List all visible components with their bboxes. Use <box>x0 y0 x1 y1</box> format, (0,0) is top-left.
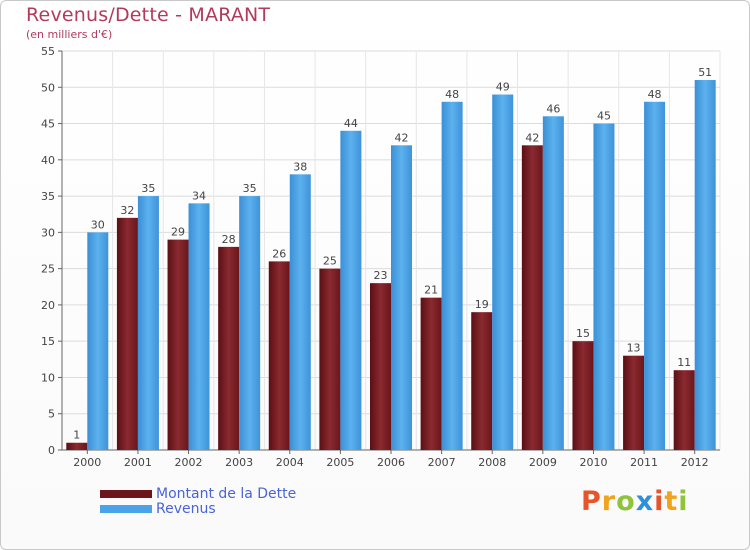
value-label-revenus: 42 <box>395 131 409 144</box>
logo-letter: P <box>581 486 602 517</box>
value-label-revenus: 38 <box>293 160 307 173</box>
x-tick-label: 2004 <box>276 456 304 469</box>
legend-swatch-revenus <box>100 504 152 513</box>
value-label-debt: 19 <box>475 298 489 311</box>
bar-debt <box>521 145 543 451</box>
y-tick-label: 10 <box>41 371 55 384</box>
legend-swatch-debt <box>100 489 152 498</box>
value-label-debt: 23 <box>374 269 388 282</box>
logo-letter: t <box>664 486 679 517</box>
bar-debt <box>572 341 594 450</box>
y-tick-label: 50 <box>41 81 55 94</box>
bar-revenus <box>340 130 362 451</box>
bar-debt <box>623 355 645 450</box>
value-label-revenus: 48 <box>445 88 459 101</box>
value-label-revenus: 48 <box>648 88 662 101</box>
bar-debt <box>319 268 341 450</box>
value-label-debt: 21 <box>424 284 438 297</box>
value-label-debt: 28 <box>222 233 236 246</box>
logo-letter: x <box>635 486 655 517</box>
value-label-debt: 26 <box>272 247 286 260</box>
value-labels: 1 30 32 35 29 34 28 35 26 38 25 44 23 42 21 48 19 49 42 46 1… <box>73 66 712 442</box>
y-tick-label: 35 <box>41 190 55 203</box>
bar-revenus <box>593 123 615 450</box>
value-label-revenus: 51 <box>698 66 712 79</box>
x-tick-label: 2001 <box>124 456 152 469</box>
bar-revenus <box>137 196 159 450</box>
bar-revenus <box>188 203 210 450</box>
logo-letter: i <box>654 486 665 517</box>
bar-revenus <box>694 80 716 450</box>
x-tick-label: 2003 <box>225 456 253 469</box>
value-label-debt: 32 <box>120 204 134 217</box>
bar-debt <box>471 312 493 450</box>
y-tick-label: 5 <box>48 408 55 421</box>
bar-debt <box>116 217 138 450</box>
value-label-revenus: 44 <box>344 117 358 130</box>
value-label-debt: 15 <box>576 327 590 340</box>
value-label-revenus: 34 <box>192 189 206 202</box>
value-label-revenus: 35 <box>141 182 155 195</box>
logo-letter: o <box>616 486 636 517</box>
y-tick-label: 20 <box>41 299 55 312</box>
y-tick-label: 25 <box>41 263 55 276</box>
bar-revenus <box>239 196 261 450</box>
bar-debt <box>268 261 290 450</box>
bar-revenus <box>644 101 666 451</box>
x-tick-label: 2002 <box>175 456 203 469</box>
bar-revenus <box>391 145 412 451</box>
legend: Montant de la Dette Revenus <box>100 485 297 517</box>
x-tick-label: 2000 <box>73 456 101 469</box>
value-label-debt: 11 <box>677 356 691 369</box>
y-tick-label: 30 <box>41 226 55 239</box>
bar-debt <box>66 442 88 450</box>
legend-item-debt: Montant de la Dette <box>100 485 297 502</box>
legend-item-revenus: Revenus <box>100 500 296 517</box>
legend-label-debt: Montant de la Dette <box>156 485 297 502</box>
value-label-revenus: 35 <box>243 182 257 195</box>
x-tick-label: 2007 <box>428 456 456 469</box>
value-label-revenus: 45 <box>597 110 611 123</box>
x-tick-label: 2009 <box>529 456 557 469</box>
proxiti-logo: Proxiti <box>581 486 689 517</box>
x-tick-label: 2006 <box>377 456 405 469</box>
bar-revenus <box>441 101 463 451</box>
x-tick-label: 2010 <box>579 456 607 469</box>
bar-revenus <box>492 94 514 450</box>
y-tick-label: 0 <box>48 444 55 457</box>
logo-letter: i <box>678 486 689 517</box>
chart-title: Revenus/Dette - MARANT <box>26 4 271 26</box>
value-label-revenus: 46 <box>546 102 560 115</box>
chart-subtitle: (en milliers d'€) <box>26 28 113 41</box>
legend-label-revenus: Revenus <box>156 500 216 517</box>
y-tick-label: 40 <box>41 154 55 167</box>
bar-revenus <box>542 116 564 451</box>
value-label-debt: 1 <box>73 429 80 442</box>
x-tick-label: 2005 <box>326 456 354 469</box>
x-tick-label: 2008 <box>478 456 506 469</box>
value-label-debt: 42 <box>525 131 539 144</box>
bar-revenus <box>289 174 311 450</box>
y-tick-label: 55 <box>41 45 55 58</box>
bar-debt <box>218 246 240 450</box>
bar-debt <box>420 297 442 450</box>
y-tick-label: 15 <box>41 335 55 348</box>
bar-debt <box>370 283 391 450</box>
value-label-debt: 25 <box>323 255 337 268</box>
x-tick-label: 2012 <box>681 456 709 469</box>
value-label-debt: 13 <box>627 342 641 355</box>
bar-debt <box>167 239 189 450</box>
value-label-debt: 29 <box>171 226 185 239</box>
logo-letter: r <box>601 486 617 517</box>
bar-debt <box>673 370 695 450</box>
bar-revenus <box>87 232 109 450</box>
value-label-revenus: 49 <box>496 81 510 94</box>
bars <box>66 80 716 451</box>
x-tick-label: 2011 <box>630 456 658 469</box>
value-label-revenus: 30 <box>91 218 105 231</box>
y-tick-label: 45 <box>41 118 55 131</box>
